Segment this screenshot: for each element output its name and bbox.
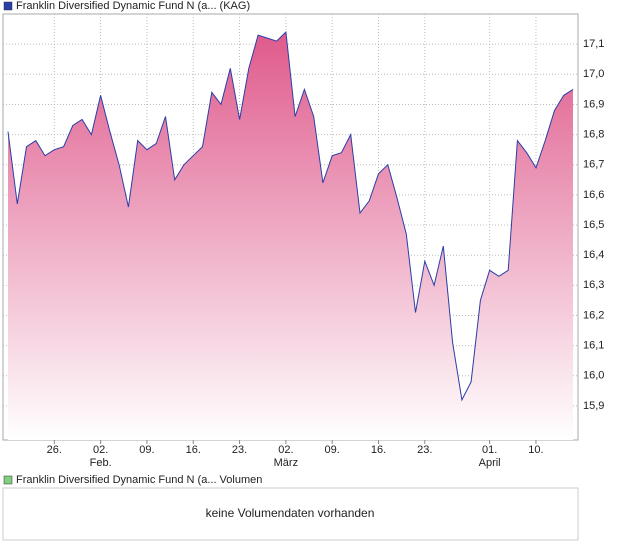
y-tick-label: 16,7	[583, 159, 604, 171]
legend-label: Franklin Diversified Dynamic Fund N (a..…	[16, 0, 250, 12]
y-tick-label: 16,9	[583, 98, 604, 110]
x-tick-label: 16.	[371, 444, 386, 456]
x-month-label: April	[479, 457, 501, 469]
y-tick-label: 15,9	[583, 400, 604, 412]
y-tick-label: 16,5	[583, 219, 604, 231]
y-tick-label: 16,3	[583, 279, 604, 291]
x-tick-label: 02.	[93, 444, 108, 456]
x-tick-label: 23.	[232, 444, 247, 456]
x-tick-label: 26.	[47, 444, 62, 456]
x-tick-label: 01.	[482, 444, 497, 456]
price-line	[7, 31, 574, 402]
y-tick-label: 17,0	[583, 68, 604, 80]
y-tick-label: 16,0	[583, 370, 604, 382]
x-tick-label: 02.	[278, 444, 293, 456]
x-month-label: Feb.	[90, 457, 112, 469]
x-tick-label: 10.	[528, 444, 543, 456]
x-tick-label: 09.	[139, 444, 154, 456]
volume-message: keine Volumendaten vorhanden	[206, 506, 375, 520]
area-fill	[8, 32, 573, 440]
volume-legend-swatch	[3, 475, 13, 485]
x-tick-label: 23.	[417, 444, 432, 456]
y-tick-label: 16,6	[583, 189, 604, 201]
legend-swatch	[3, 1, 13, 11]
x-month-label: März	[274, 457, 298, 469]
x-tick-label: 09.	[325, 444, 340, 456]
x-tick-label: 16.	[186, 444, 201, 456]
y-tick-label: 16,2	[583, 309, 604, 321]
y-tick-label: 16,8	[583, 129, 604, 141]
y-tick-label: 16,1	[583, 340, 604, 352]
volume-legend-label: Franklin Diversified Dynamic Fund N (a..…	[16, 474, 262, 486]
volume-panel	[2, 487, 579, 541]
y-tick-label: 16,4	[583, 249, 604, 261]
y-tick-label: 17,1	[583, 38, 604, 50]
